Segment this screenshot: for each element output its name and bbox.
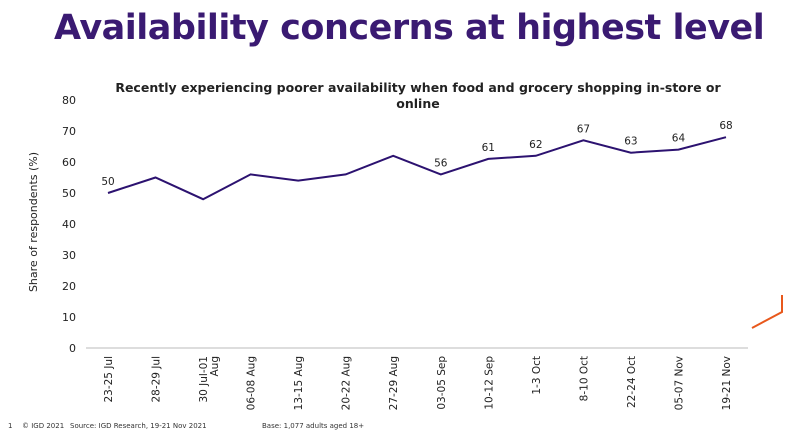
x-tick-label: 8-10 Oct [578, 356, 590, 401]
data-label: 62 [529, 139, 542, 151]
page-number: 1 [8, 422, 13, 430]
y-tick-label: 60 [62, 156, 76, 169]
y-tick-label: 80 [62, 94, 76, 107]
x-tick-label: 22-24 Oct [626, 356, 638, 408]
y-tick-label: 20 [62, 280, 76, 293]
data-labels: 50 56 61 62 67 63 64 68 [101, 120, 732, 188]
series-line [107, 136, 727, 201]
x-tick-label: 28-29 Jul [151, 356, 163, 403]
source-note: Source: IGD Research, 19-21 Nov 2021 [70, 422, 207, 430]
y-tick-label: 50 [62, 187, 76, 200]
y-tick-label: 0 [69, 342, 76, 355]
x-tick-label: 1-3 Oct [531, 356, 543, 395]
copyright: © IGD 2021 [22, 422, 65, 430]
data-label: 64 [672, 133, 686, 145]
x-tick-label: Aug [209, 356, 221, 377]
x-tick-label: 05-07 Nov [673, 356, 685, 410]
y-tick-label: 10 [62, 311, 76, 324]
y-axis-ticks: 0 10 20 30 40 50 60 70 80 [62, 94, 76, 355]
y-tick-label: 30 [62, 249, 76, 262]
x-tick-label: 10-12 Sep [483, 356, 495, 410]
data-label: 61 [482, 142, 495, 154]
y-tick-label: 40 [62, 218, 76, 231]
slide-title: Availability concerns at highest level [54, 8, 765, 48]
data-label: 68 [719, 120, 732, 132]
chart-title: Recently experiencing poorer availabilit… [115, 80, 721, 95]
x-tick-label: 20-22 Aug [341, 356, 353, 410]
y-axis-label: Share of respondents (%) [27, 152, 40, 292]
x-axis-ticks: 23-25 Jul 28-29 Jul 30 Jul-01 Aug 06-08 Aug 1… [103, 356, 733, 411]
chart-title-line-2: online [396, 96, 439, 111]
x-tick-label: 23-25 Jul [103, 356, 115, 403]
x-tick-label: 30 Jul-01 [198, 356, 210, 403]
x-tick-label: 13-15 Aug [293, 356, 305, 410]
data-label: 56 [434, 157, 448, 169]
x-tick-label: 19-21 Nov [721, 356, 733, 410]
x-tick-label: 06-08 Aug [246, 356, 258, 410]
data-label: 63 [624, 136, 637, 148]
data-label: 67 [577, 123, 590, 135]
data-label: 50 [101, 176, 114, 188]
x-tick-label: 03-05 Sep [436, 356, 448, 410]
y-tick-label: 70 [62, 125, 76, 138]
x-tick-label: 27-29 Aug [388, 356, 400, 410]
base-note: Base: 1,077 adults aged 18+ [262, 422, 365, 430]
